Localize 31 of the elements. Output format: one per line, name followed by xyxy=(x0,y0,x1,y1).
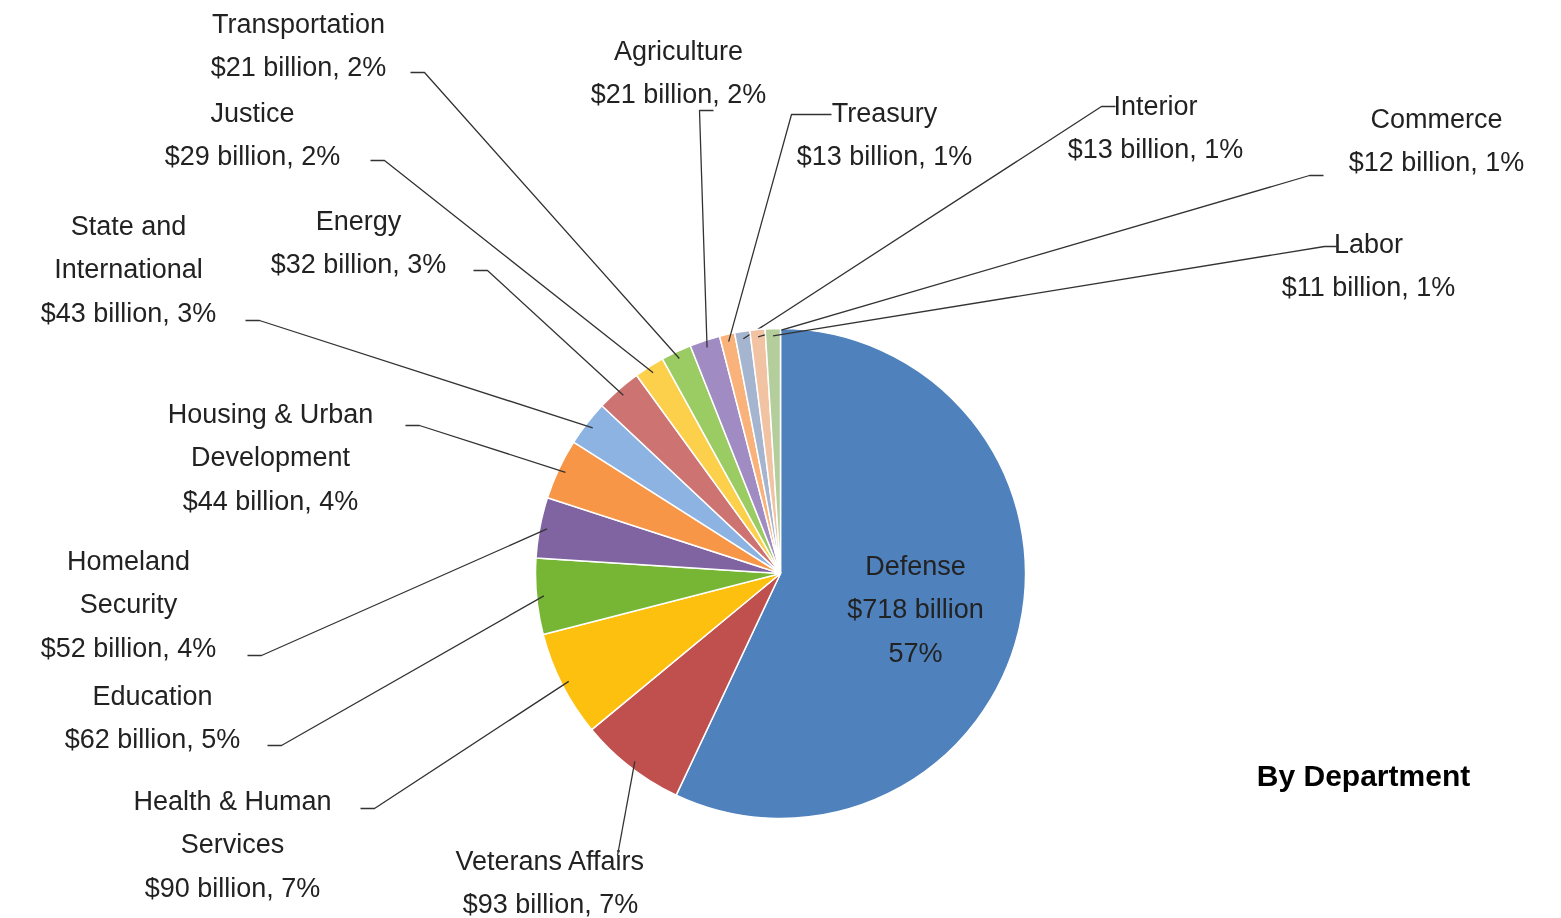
data-label: $12 billion, 1% xyxy=(1348,147,1525,177)
data-label: $62 billion, 5% xyxy=(64,724,241,754)
slice-label: Agriculture xyxy=(613,35,744,66)
data-label: $29 billion, 2% xyxy=(164,141,341,171)
data-label: $13 billion, 1% xyxy=(1067,134,1244,164)
slice-label: Housing & Urban Development xyxy=(167,398,374,472)
data-label: $32 billion, 3% xyxy=(270,249,447,279)
slice-label: Labor xyxy=(1333,228,1404,259)
data-label: $52 billion, 4% xyxy=(40,632,217,663)
data-label: $44 billion, 4% xyxy=(182,485,359,516)
slice-label: Transportation xyxy=(211,8,386,39)
data-label: $93 billion, 7% xyxy=(462,889,639,918)
data-label: $90 billion, 7% xyxy=(144,872,321,903)
data-label: $11 billion, 1% xyxy=(1281,272,1456,302)
slice-label: Veterans Affairs xyxy=(455,845,645,876)
slice-label: Defense xyxy=(865,550,966,581)
slice-label: Commerce xyxy=(1370,103,1503,134)
data-label: $13 billion, 1% xyxy=(796,141,973,171)
data-label: $718 billion 57% xyxy=(847,594,984,668)
text: By Department xyxy=(1256,759,1471,792)
slice-label: Energy xyxy=(315,205,402,236)
slice-label: Interior xyxy=(1113,90,1198,121)
data-label: $21 billion, 2% xyxy=(210,52,387,82)
slice-label: Education xyxy=(92,680,213,711)
slice-label: Health & Human Services xyxy=(133,785,332,859)
slice-label: Treasury xyxy=(831,97,938,128)
data-label: $43 billion, 3% xyxy=(40,297,217,328)
slice-label: Justice xyxy=(210,97,295,128)
data-label: $21 billion, 2% xyxy=(590,79,767,109)
slice-label: Homeland Security xyxy=(66,545,191,619)
slice-label: State and International xyxy=(54,210,203,284)
